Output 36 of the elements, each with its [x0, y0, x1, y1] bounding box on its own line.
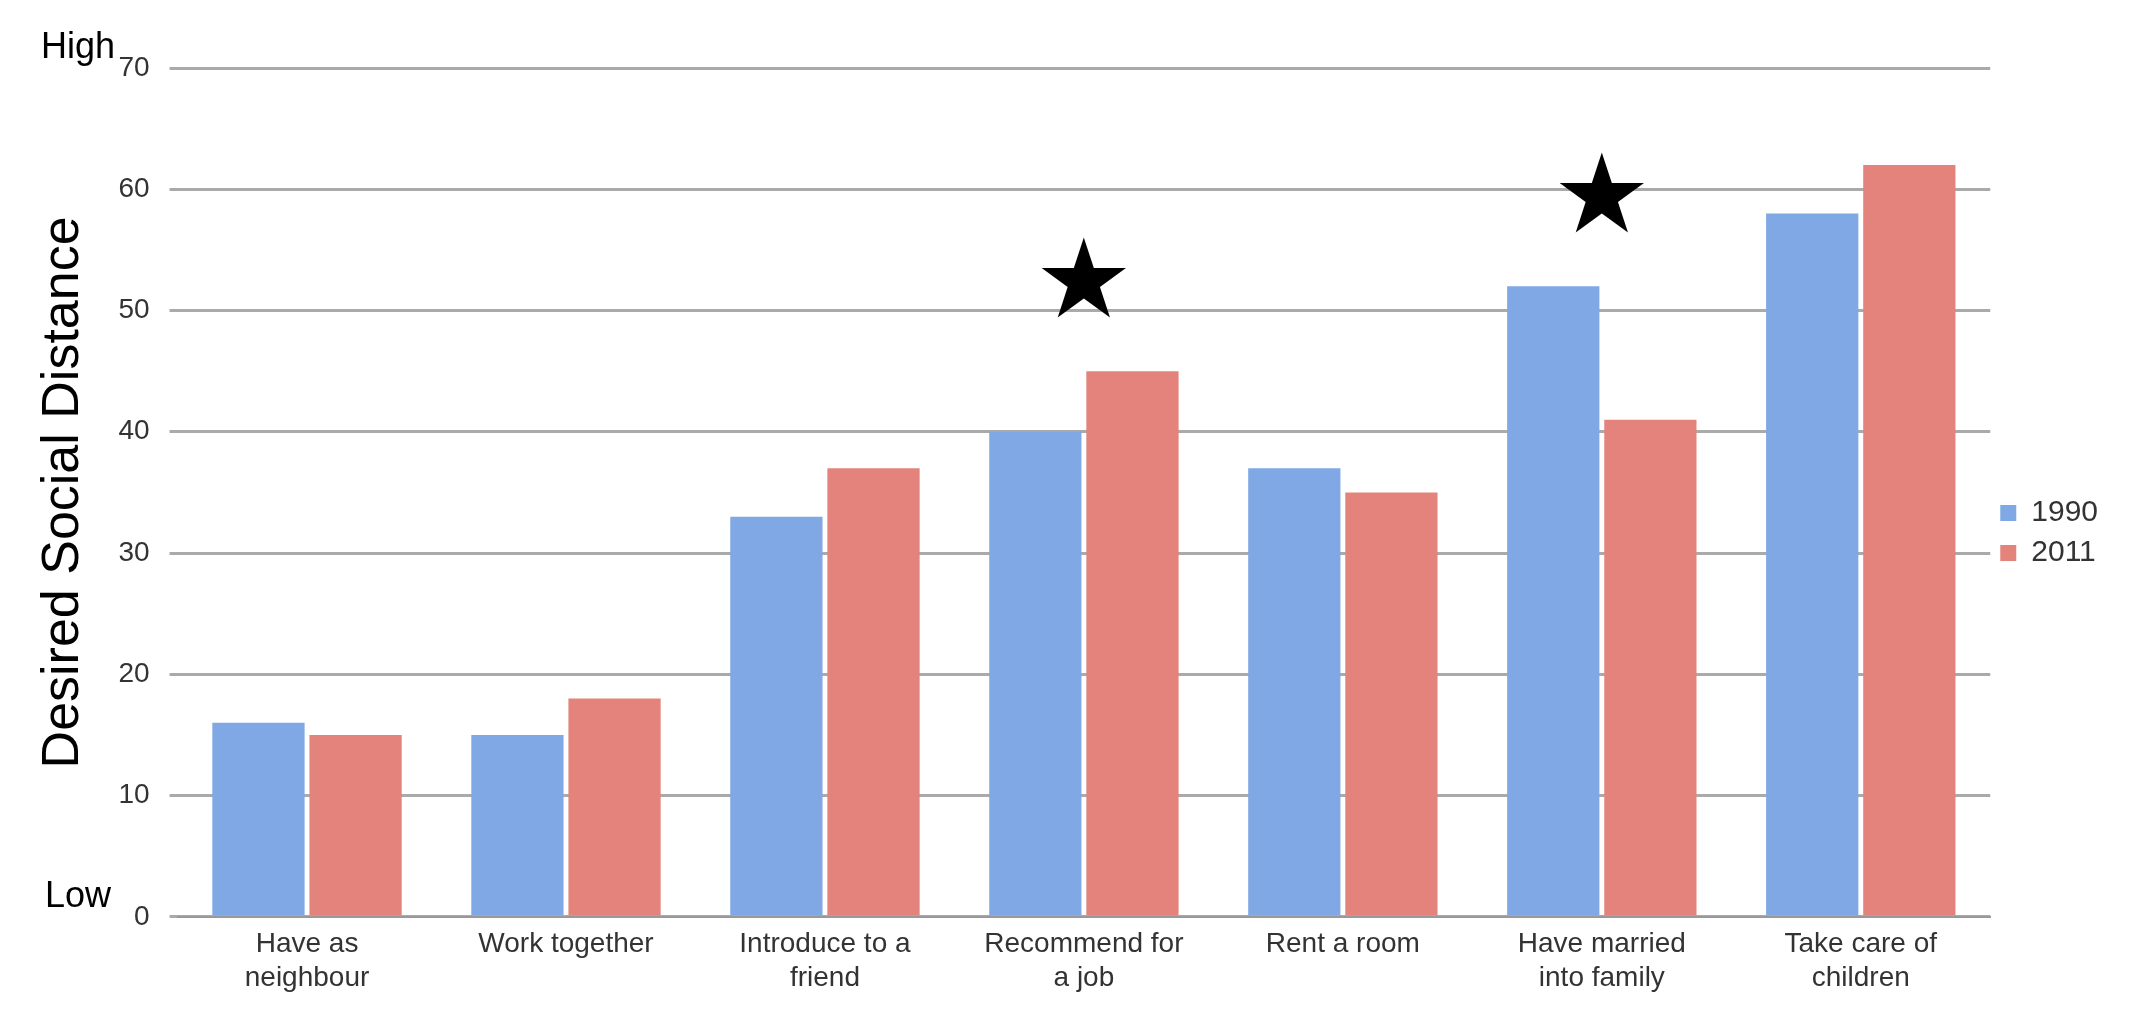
y-tick-label: 30: [118, 535, 150, 567]
bar: [1248, 468, 1341, 916]
text: High: [40, 24, 116, 66]
y-axis-title: Desired Social Distance: [30, 216, 89, 769]
bar: [1863, 165, 1956, 916]
y-tick-label: 10: [118, 778, 150, 810]
y-tick-label: 70: [118, 50, 150, 82]
x-tick-label: Work together: [478, 927, 654, 959]
bar: [1086, 371, 1179, 916]
text: Low: [44, 873, 113, 915]
bar: [1345, 492, 1438, 916]
y-tick-label: 20: [118, 657, 150, 688]
bar: [730, 516, 823, 916]
annotation: ★: [1552, 130, 1652, 259]
x-tick-label: Introduce to a friend: [739, 927, 911, 992]
bar: [309, 734, 402, 916]
y-tick-label: 0: [133, 899, 150, 931]
x-tick-label: Have as neighbour: [244, 927, 370, 992]
y-tick-label: 40: [118, 414, 150, 446]
legend-label: 2011: [2031, 534, 2096, 568]
bar: [1604, 419, 1697, 916]
x-tick-label: Recommend for a job: [984, 927, 1184, 992]
bar: [827, 468, 920, 916]
bar: [989, 431, 1082, 916]
legend-label: 1990: [2031, 494, 2099, 528]
x-tick-label: Take care of children: [1784, 927, 1938, 992]
bar: [1766, 213, 1859, 916]
bar: [212, 722, 305, 916]
bar: [568, 698, 661, 916]
x-tick-label: Have married into family: [1517, 927, 1686, 992]
bar: [471, 734, 564, 916]
annotation: ★: [1034, 215, 1134, 344]
y-tick-label: 50: [118, 293, 150, 325]
x-tick-label: Rent a room: [1265, 927, 1420, 959]
bar: [1507, 286, 1600, 916]
y-tick-label: 60: [118, 171, 150, 203]
